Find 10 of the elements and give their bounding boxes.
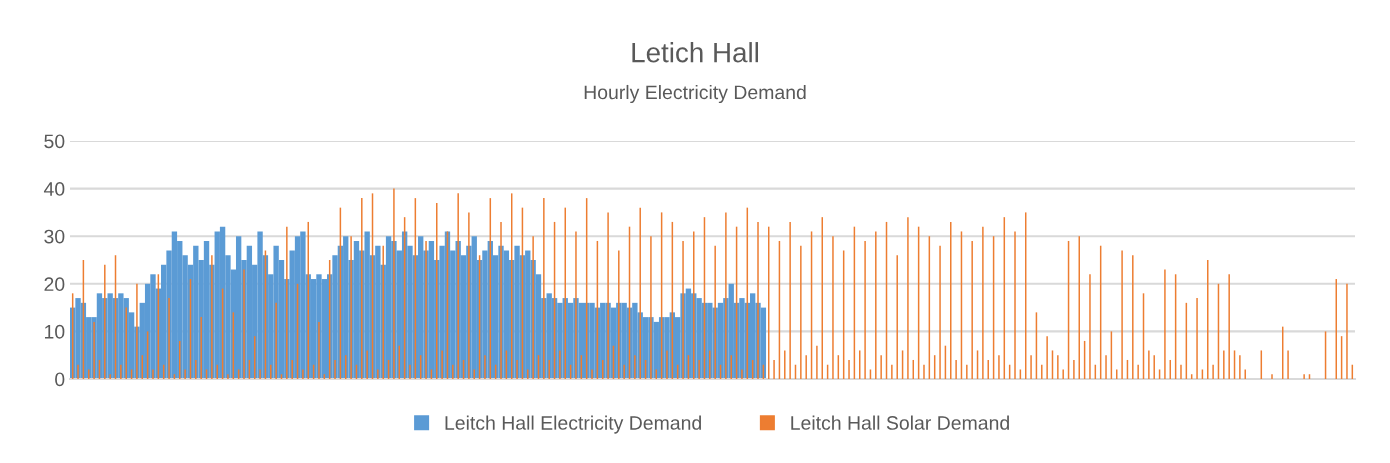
y-tick-label: 40 <box>43 182 65 196</box>
y-tick-label: 10 <box>45 324 65 339</box>
chart-title: Letich Hall <box>632 42 758 63</box>
legend-label: Leitch Hall Electricity Demand <box>445 415 701 434</box>
y-tick-label: 0 <box>55 372 65 387</box>
legend-label: Leitch Hall Solar Demand <box>791 415 1009 430</box>
y-tick-label: 50 <box>44 134 65 149</box>
y-tick-label: 20 <box>44 277 65 292</box>
chart-subtitle: Hourly Electricity Demand <box>584 84 806 104</box>
y-tick-label: 30 <box>44 229 65 244</box>
